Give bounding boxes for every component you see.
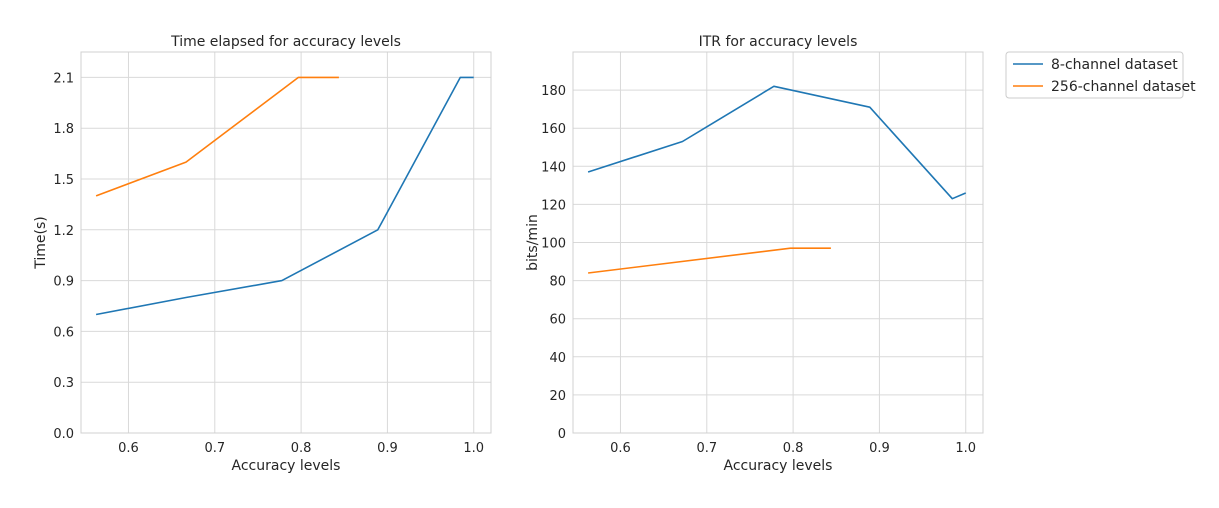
grid: [81, 52, 491, 434]
x-tick-label: 0.9: [869, 441, 890, 456]
series-line-8-channel: [587, 85, 967, 200]
x-tick-label: 1.0: [463, 441, 484, 456]
x-tick-label: 0.6: [610, 441, 631, 456]
y-tick-label: 60: [549, 313, 566, 328]
y-tick-label: 160: [541, 122, 566, 137]
chart-title: ITR for accuracy levels: [699, 34, 858, 50]
x-axis-label: Accuracy levels: [724, 458, 833, 474]
x-tick-label: 1.0: [955, 441, 976, 456]
plot-frame: [80, 51, 492, 434]
y-tick-label: 100: [541, 237, 566, 252]
grid: [573, 52, 983, 434]
legend-label-8-channel: 8-channel dataset: [1051, 57, 1178, 73]
y-tick-label: 80: [549, 275, 566, 290]
x-tick-label: 0.8: [291, 441, 312, 456]
series-line-256-channel: [95, 76, 339, 197]
y-tick-label: 20: [549, 389, 566, 404]
y-axis-label: bits/min: [525, 214, 541, 271]
x-tick-label: 0.7: [204, 441, 225, 456]
series-line-256-channel: [588, 247, 831, 274]
legend-box: [1005, 51, 1184, 99]
y-tick-label: 1.8: [53, 122, 74, 137]
legend: 8-channel dataset 256-channel dataset: [1005, 51, 1196, 99]
y-tick-label: 120: [541, 198, 566, 213]
y-tick-label: 40: [549, 351, 566, 366]
y-tick-label: 140: [541, 160, 566, 175]
y-tick-label: 0.3: [53, 376, 74, 391]
time-elapsed-chart: Time elapsed for accuracy levels Accurac…: [33, 34, 492, 474]
x-tick-label: 0.8: [783, 441, 804, 456]
y-tick-label: 180: [541, 84, 566, 99]
chart-title: Time elapsed for accuracy levels: [170, 34, 401, 50]
itr-chart: ITR for accuracy levels Accuracy levels …: [525, 34, 984, 474]
y-tick-label: 0: [558, 427, 566, 442]
x-tick-label: 0.9: [377, 441, 398, 456]
y-tick-label: 0.9: [53, 275, 74, 290]
x-tick-label: 0.7: [696, 441, 717, 456]
legend-label-256-channel: 256-channel dataset: [1051, 79, 1196, 95]
y-tick-label: 1.5: [53, 173, 74, 188]
y-tick-label: 0.0: [53, 427, 74, 442]
y-tick-label: 0.6: [53, 325, 74, 340]
y-tick-label: 2.1: [53, 71, 74, 86]
x-axis-label: Accuracy levels: [232, 458, 341, 474]
series-line-8-channel: [95, 76, 474, 316]
x-tick-label: 0.6: [118, 441, 139, 456]
y-tick-label: 1.2: [53, 224, 74, 239]
y-axis-label: Time(s): [33, 216, 49, 269]
plot-frame: [572, 51, 984, 434]
